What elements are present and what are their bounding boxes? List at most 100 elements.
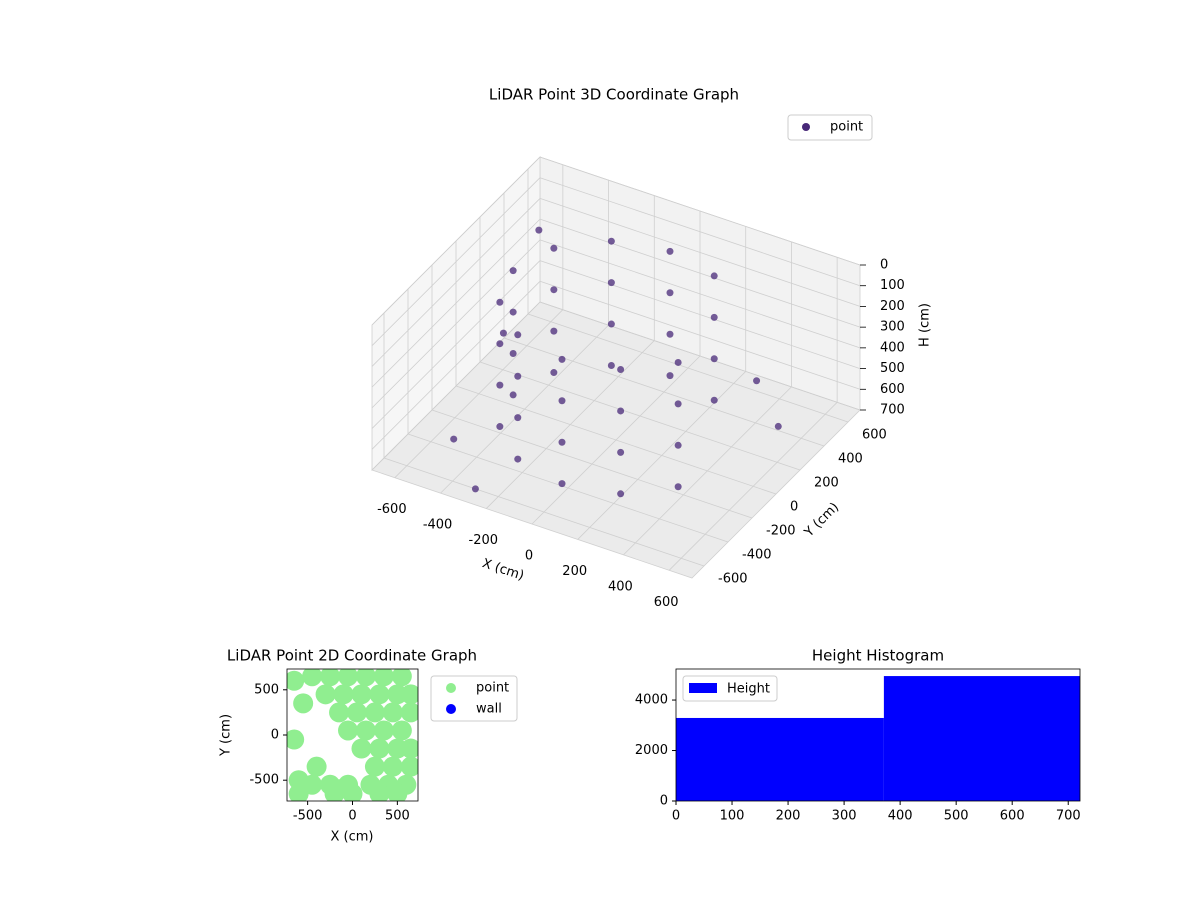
point xyxy=(391,720,412,741)
point xyxy=(774,422,782,430)
point xyxy=(293,693,314,714)
z-tick-label: 400 xyxy=(880,340,905,355)
point xyxy=(364,756,385,777)
point xyxy=(496,423,504,431)
point xyxy=(373,669,394,687)
point xyxy=(550,286,558,294)
z-tick-label: 600 xyxy=(880,382,905,397)
point xyxy=(351,738,372,759)
grid-line xyxy=(539,239,861,349)
x-tick-label: 700 xyxy=(1056,809,1081,824)
grid-line xyxy=(371,218,541,388)
legend-label: wall xyxy=(476,702,502,717)
point xyxy=(607,361,615,369)
grid-line xyxy=(539,260,861,369)
grid-line xyxy=(539,301,861,411)
point xyxy=(346,702,367,723)
point xyxy=(496,298,504,306)
y-tick-label: -600 xyxy=(718,572,748,587)
point xyxy=(320,669,341,687)
legend-marker xyxy=(802,123,810,131)
point xyxy=(496,340,504,348)
grid-line xyxy=(371,260,541,429)
grid-line xyxy=(539,280,861,390)
point xyxy=(674,483,682,491)
point xyxy=(287,729,305,750)
point xyxy=(617,448,625,456)
bar xyxy=(676,717,884,801)
point xyxy=(514,331,522,339)
point xyxy=(514,455,522,463)
point xyxy=(514,414,522,422)
x-axis-label: X (cm) xyxy=(331,830,374,845)
grid-line xyxy=(371,301,541,471)
y-tick-label: 600 xyxy=(862,428,887,443)
x-tick-label: -600 xyxy=(377,502,407,517)
point xyxy=(509,267,517,275)
grid-line xyxy=(371,198,541,367)
legend-label: point xyxy=(830,120,863,135)
legend-label: Height xyxy=(727,682,770,697)
point xyxy=(338,720,359,741)
point xyxy=(382,702,403,723)
point xyxy=(617,366,625,374)
point xyxy=(329,779,350,800)
x-tick-label: 200 xyxy=(562,564,587,579)
y-tick-label: -500 xyxy=(249,773,279,788)
point xyxy=(558,438,566,446)
point xyxy=(753,377,761,385)
point xyxy=(400,702,418,723)
point xyxy=(509,308,517,316)
point xyxy=(471,485,479,493)
grid-line xyxy=(455,385,777,495)
legend-box xyxy=(682,675,778,702)
y-tick-label: -200 xyxy=(766,524,796,539)
point xyxy=(387,783,408,801)
point xyxy=(333,684,354,705)
grid-line xyxy=(431,409,753,519)
point xyxy=(710,355,718,363)
point xyxy=(607,320,615,328)
point xyxy=(450,435,458,443)
point xyxy=(369,738,390,759)
y-tick-label: 0 xyxy=(790,500,798,515)
legend-box xyxy=(787,114,873,141)
point xyxy=(558,355,566,363)
grid-line xyxy=(371,156,541,326)
x-tick-label: 0 xyxy=(672,809,680,824)
point xyxy=(550,369,558,377)
point xyxy=(400,738,418,759)
grid-line xyxy=(539,177,861,287)
grid-line xyxy=(479,361,801,471)
point xyxy=(666,372,674,380)
grid-line xyxy=(371,177,541,346)
point xyxy=(674,358,682,366)
point xyxy=(302,669,323,687)
y-axis-label: Y (cm) xyxy=(219,714,234,757)
x-tick-label: 100 xyxy=(720,809,745,824)
point xyxy=(710,396,718,404)
point xyxy=(306,756,327,777)
point xyxy=(617,407,625,415)
legend-marker xyxy=(446,683,456,693)
legend-marker xyxy=(446,704,456,714)
grid-line xyxy=(539,198,861,307)
point xyxy=(674,400,682,408)
point xyxy=(558,480,566,488)
point xyxy=(400,756,418,777)
z-tick-label: 700 xyxy=(880,403,905,418)
x-tick-label: 300 xyxy=(832,809,857,824)
point xyxy=(364,702,385,723)
point xyxy=(369,783,390,801)
x-tick-label: 400 xyxy=(608,579,633,594)
point xyxy=(288,770,309,791)
x-tick-label: 400 xyxy=(888,809,913,824)
point xyxy=(710,313,718,321)
point xyxy=(710,272,718,280)
point xyxy=(558,397,566,405)
point xyxy=(666,330,674,338)
y-tick-label: 200 xyxy=(814,476,839,491)
z-tick-label: 0 xyxy=(880,258,888,273)
z-tick-label: 200 xyxy=(880,299,905,314)
